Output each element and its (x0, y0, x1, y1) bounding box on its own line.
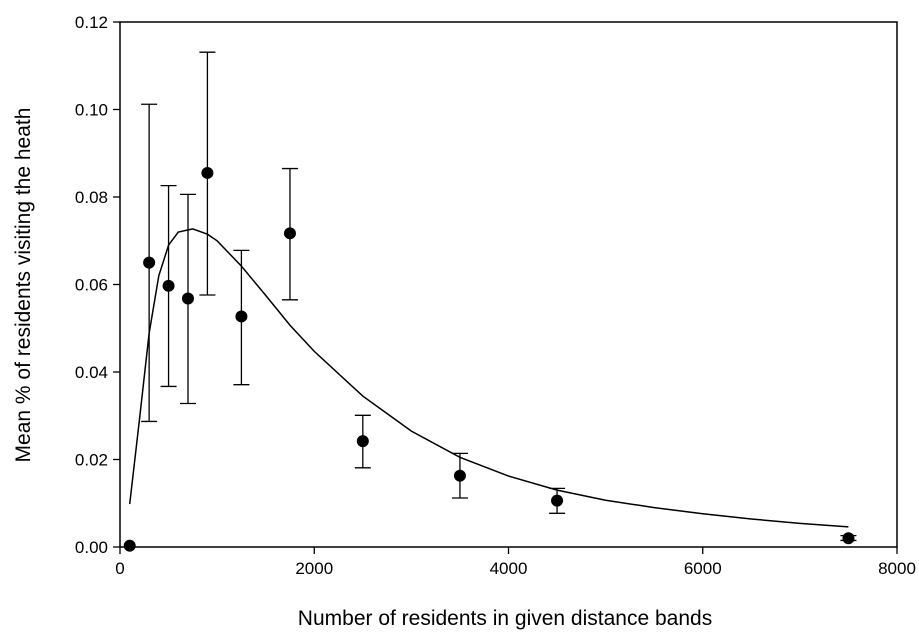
data-point (235, 310, 248, 323)
y-tick-label: 0.06 (75, 276, 108, 295)
data-point (453, 469, 466, 482)
y-tick-label: 0.02 (75, 451, 108, 470)
fit-curve (128, 228, 849, 528)
x-tick-label: 6000 (684, 559, 722, 578)
data-point (181, 292, 194, 305)
x-axis-title: Number of residents in given distance ba… (298, 607, 712, 630)
data-point (123, 539, 136, 552)
x-tick-label: 4000 (490, 559, 528, 578)
x-tick-label: 8000 (878, 559, 916, 578)
data-point (162, 279, 175, 292)
data-point (551, 494, 564, 507)
data-point (356, 435, 369, 448)
y-tick-label: 0.00 (75, 538, 108, 557)
data-point (201, 166, 214, 179)
x-tick-label: 0 (115, 559, 124, 578)
data-point (842, 532, 855, 545)
y-tick-label: 0.10 (75, 101, 108, 120)
y-axis-title: Mean % of residents visiting the heath (12, 108, 35, 463)
x-tick-label: 2000 (295, 559, 333, 578)
y-tick-label: 0.12 (75, 13, 108, 32)
data-point (283, 227, 296, 240)
data-point (143, 256, 156, 269)
y-tick-label: 0.08 (75, 188, 108, 207)
y-tick-label: 0.04 (75, 363, 108, 382)
plot-frame (119, 21, 898, 548)
